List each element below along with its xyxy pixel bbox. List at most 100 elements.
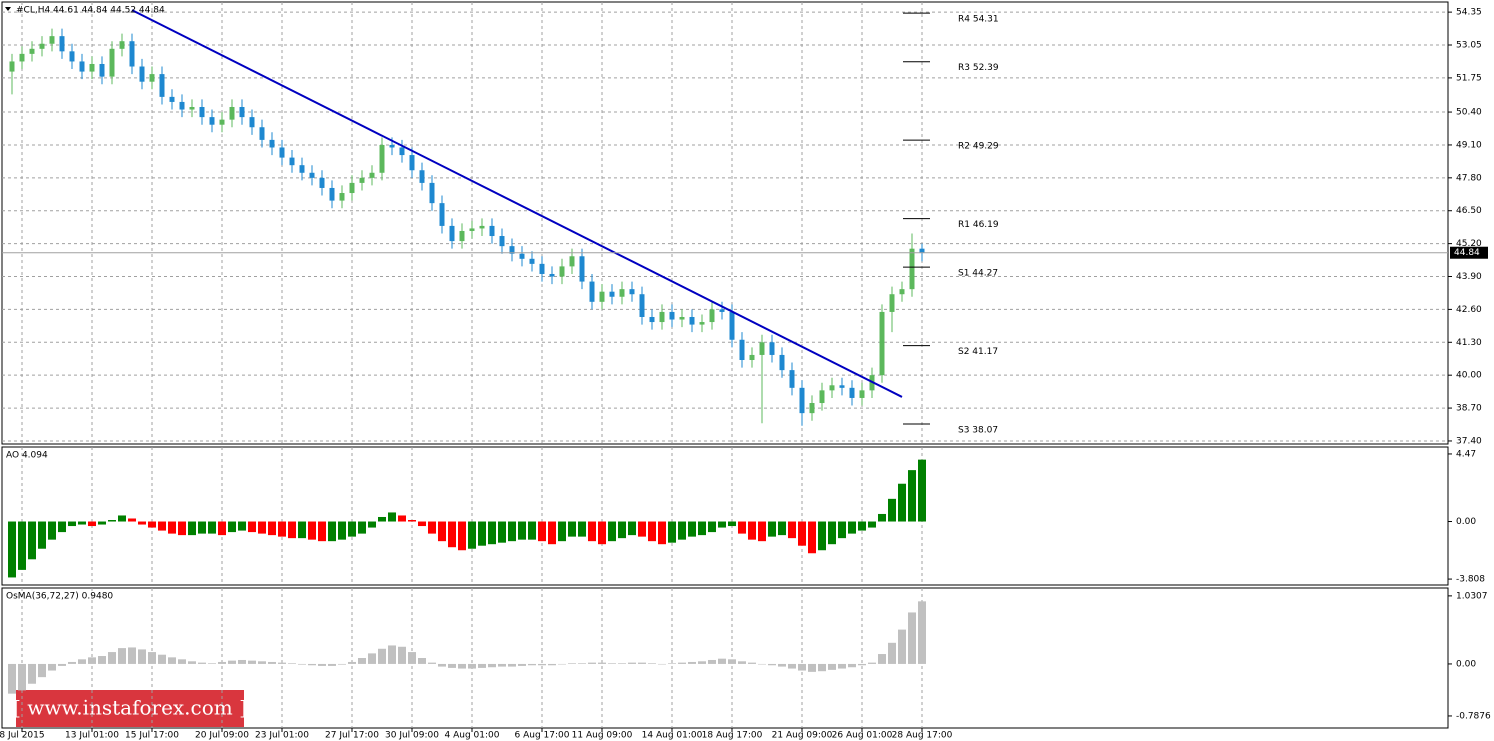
histogram-bar <box>508 663 516 667</box>
candle-body <box>659 311 665 323</box>
y-tick-label: 37.40 <box>1456 436 1482 446</box>
histogram-bar <box>708 521 716 533</box>
candle-body <box>569 256 575 267</box>
histogram-bar <box>348 661 356 664</box>
histogram-bar <box>698 661 706 664</box>
histogram-bar <box>248 660 256 664</box>
candle-body <box>379 144 385 173</box>
candle-body <box>809 403 815 414</box>
histogram-bar <box>428 662 436 664</box>
candle-body <box>249 117 255 128</box>
pivot-label: R3 52.39 <box>958 63 999 73</box>
candle-body <box>719 309 725 312</box>
histogram-bar <box>458 521 466 551</box>
histogram-bar <box>788 663 796 669</box>
histogram-bar <box>828 663 836 670</box>
histogram-bar <box>648 663 656 664</box>
histogram-bar <box>308 663 316 666</box>
histogram-bar <box>28 663 36 684</box>
pivot-label: R2 49.29 <box>958 142 999 152</box>
y-tick-label: 0.00 <box>1456 659 1476 669</box>
histogram-bar <box>208 663 216 664</box>
histogram-bar <box>818 521 826 551</box>
candle-body <box>909 248 915 290</box>
histogram-bar <box>528 663 536 666</box>
histogram-bar <box>628 662 636 664</box>
histogram-bar <box>378 648 386 664</box>
histogram-bar <box>708 659 716 664</box>
histogram-bar <box>68 521 76 527</box>
candle-body <box>119 41 125 49</box>
histogram-bar <box>918 459 926 522</box>
histogram-bar <box>668 521 676 543</box>
candle-body <box>479 225 485 229</box>
histogram-bar <box>138 649 146 664</box>
x-tick-label: 14 Aug 01:00 <box>642 731 703 741</box>
candle-body <box>79 61 85 72</box>
candle-body <box>459 230 465 242</box>
panel-frame <box>1 1 1449 445</box>
histogram-bar <box>878 654 886 664</box>
histogram-bar <box>718 658 726 664</box>
histogram-bar <box>158 521 166 531</box>
candle-body <box>509 246 515 254</box>
candle-body <box>779 354 785 371</box>
candle-body <box>789 370 795 388</box>
candle-body <box>389 144 395 148</box>
candle-body <box>749 354 755 361</box>
y-tick-label: 45.20 <box>1456 239 1482 249</box>
y-tick-label: 40.00 <box>1456 371 1482 381</box>
histogram-bar <box>458 663 466 669</box>
histogram-bar <box>448 521 456 548</box>
histogram-bar <box>18 521 26 570</box>
candle-body <box>619 289 625 297</box>
histogram-bar <box>38 663 46 678</box>
x-tick-label: 21 Aug 09:00 <box>772 731 833 741</box>
histogram-bar <box>758 521 766 542</box>
chart-title: #CL,H4 44.61 44.84 44.52 44.84 <box>16 6 165 16</box>
last-price-label: 44.84 <box>1454 248 1480 258</box>
histogram-bar <box>748 662 756 664</box>
histogram-bar <box>898 483 906 522</box>
histogram-bar <box>398 515 406 522</box>
y-tick-label: 41.30 <box>1456 338 1482 348</box>
histogram-bar <box>558 663 566 665</box>
histogram-bar <box>668 663 676 664</box>
candle-body <box>669 311 675 320</box>
candle-body <box>799 387 805 414</box>
x-tick-label: 27 Jul 17:00 <box>325 731 379 741</box>
histogram-bar <box>388 645 396 664</box>
candle-body <box>419 170 425 183</box>
histogram-bar <box>178 521 186 536</box>
histogram-bar <box>468 521 476 549</box>
histogram-bar <box>718 521 726 528</box>
candle-body <box>499 236 505 247</box>
candle-body <box>529 258 535 264</box>
histogram-bar <box>638 662 646 664</box>
histogram-bar <box>68 661 76 664</box>
histogram-bar <box>178 659 186 664</box>
histogram-bar <box>498 663 506 667</box>
histogram-bar <box>608 663 616 664</box>
watermark-box <box>16 690 244 727</box>
histogram-bar <box>618 521 626 539</box>
y-tick-label: -3.808 <box>1456 575 1485 585</box>
histogram-bar <box>688 521 696 537</box>
candle-body <box>99 63 105 77</box>
histogram-bar <box>168 521 176 534</box>
histogram-bar <box>258 661 266 664</box>
x-tick-label: 20 Jul 09:00 <box>195 731 249 741</box>
histogram-bar <box>828 521 836 545</box>
histogram-bar <box>758 663 766 665</box>
histogram-bar <box>78 659 86 664</box>
histogram-bar <box>108 652 116 664</box>
candle-body <box>849 387 855 398</box>
candle-body <box>289 157 295 166</box>
histogram-bar <box>278 521 286 537</box>
y-tick-label: 51.75 <box>1456 73 1482 83</box>
y-tick-label: 42.60 <box>1456 305 1482 315</box>
candle-body <box>179 101 185 110</box>
candle-body <box>159 74 165 97</box>
y-tick-label: 1.0307 <box>1456 591 1488 601</box>
candle-body <box>519 253 525 259</box>
